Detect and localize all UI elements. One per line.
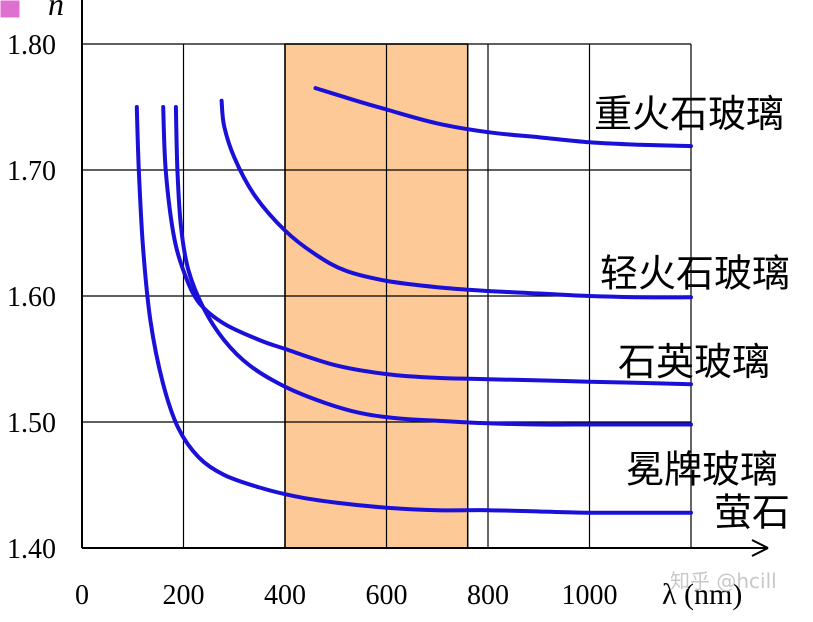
series-label-2: 石英玻璃 [618,340,770,384]
x-tick-label-1000: 1000 [562,580,618,611]
series-label-0: 重火石玻璃 [594,92,784,136]
series-lines [134,86,693,515]
x-tick-label-800: 800 [467,580,509,611]
series-label-4: 萤石 [714,491,790,535]
series-line-4 [134,105,693,515]
x-tick-label-400: 400 [264,580,306,611]
x-axis-arrow [751,539,769,557]
x-tick-label-0: 0 [75,580,89,611]
grid [82,43,692,548]
tick-labels: 0 200 400 600 800 1000 1.40 1.50 1.60 1.70 1.80 [7,30,618,611]
y-axis-label: n [48,0,64,22]
series-label-3: 冕牌玻璃 [626,448,778,492]
x-tick-label-600: 600 [366,580,408,611]
x-axis-label: λ (nm) [662,578,742,611]
y-tick-label-1.60: 1.60 [7,282,56,313]
legend-square [0,0,21,19]
series-line-3 [173,105,693,427]
watermark: 知乎 @hcill [670,569,777,593]
series-line-0 [313,86,693,149]
y-tick-label-1.80: 1.80 [7,30,56,61]
series-line-1 [219,98,693,300]
y-tick-label-1.40: 1.40 [7,534,56,565]
series-label-1: 轻火石玻璃 [600,251,790,295]
y-tick-label-1.70: 1.70 [7,156,56,187]
y-tick-label-1.50: 1.50 [7,408,56,439]
x-tick-label-200: 200 [163,580,205,611]
series-line-2 [161,105,693,387]
axes [81,0,769,557]
